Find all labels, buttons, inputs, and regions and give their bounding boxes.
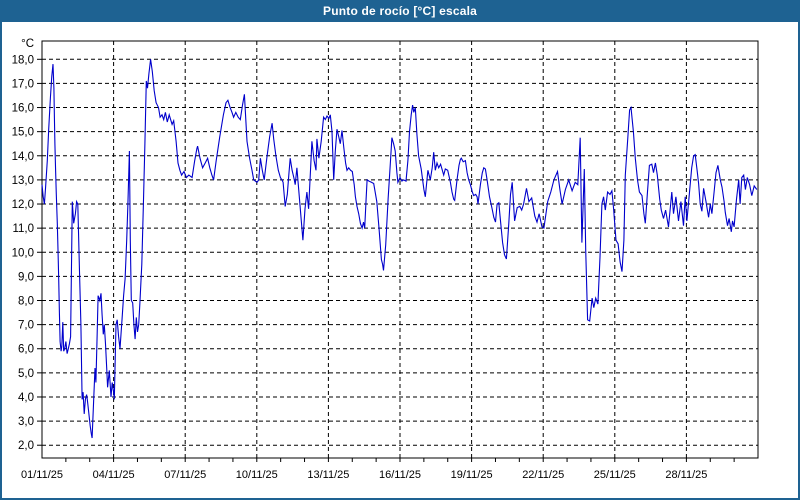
x-axis-minor-ticks xyxy=(65,458,735,462)
svg-text:10,0: 10,0 xyxy=(12,247,34,259)
svg-text:4,0: 4,0 xyxy=(18,392,34,404)
svg-text:7,0: 7,0 xyxy=(18,320,34,332)
svg-text:01/11/25: 01/11/25 xyxy=(21,469,63,481)
svg-text:8,0: 8,0 xyxy=(18,296,34,308)
dew-point-chart: 18,0 17,0 16,0 15,0 14,0 13,0 12,0 11,0 10,0 9,0 8… xyxy=(12,38,759,481)
svg-text:15,0: 15,0 xyxy=(12,127,34,139)
svg-text:18,0: 18,0 xyxy=(12,54,34,66)
svg-text:13,0: 13,0 xyxy=(12,175,34,187)
svg-text:10/11/25: 10/11/25 xyxy=(236,469,278,481)
svg-text:17,0: 17,0 xyxy=(12,78,34,90)
svg-text:5,0: 5,0 xyxy=(18,368,34,380)
svg-text:2,0: 2,0 xyxy=(18,440,34,452)
svg-text:14,0: 14,0 xyxy=(12,151,34,163)
title-bar: Punto de rocío [°C] escala xyxy=(0,0,800,22)
svg-text:25/11/25: 25/11/25 xyxy=(594,469,636,481)
dew-point-series-line xyxy=(41,59,758,439)
svg-text:12,0: 12,0 xyxy=(12,199,34,211)
svg-text:04/11/25: 04/11/25 xyxy=(93,469,135,481)
y-axis-unit-label: °C xyxy=(21,38,34,50)
svg-text:13/11/25: 13/11/25 xyxy=(307,469,349,481)
y-axis-tick-labels: 18,0 17,0 16,0 15,0 14,0 13,0 12,0 11,0 10,0 9,0 8… xyxy=(12,54,34,452)
svg-text:9,0: 9,0 xyxy=(18,271,34,283)
svg-text:19/11/25: 19/11/25 xyxy=(451,469,493,481)
svg-text:16/11/25: 16/11/25 xyxy=(379,469,421,481)
svg-text:07/11/25: 07/11/25 xyxy=(164,469,206,481)
svg-text:28/11/25: 28/11/25 xyxy=(665,469,707,481)
svg-text:16,0: 16,0 xyxy=(12,103,34,115)
x-axis-tick-labels: 01/11/25 04/11/25 07/11/25 10/11/25 13/11/25… xyxy=(21,469,707,481)
svg-text:3,0: 3,0 xyxy=(18,416,34,428)
svg-text:6,0: 6,0 xyxy=(18,344,34,356)
plot-area-border xyxy=(41,40,759,459)
svg-text:22/11/25: 22/11/25 xyxy=(522,469,564,481)
svg-text:11,0: 11,0 xyxy=(12,223,34,235)
chart-title: Punto de rocío [°C] escala xyxy=(322,4,478,18)
